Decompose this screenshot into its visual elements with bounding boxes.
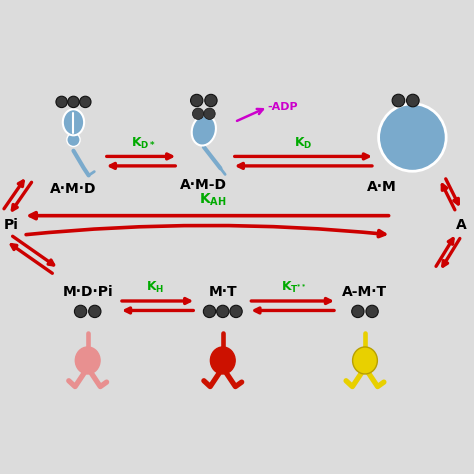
Ellipse shape (353, 347, 377, 374)
Circle shape (230, 305, 242, 318)
Circle shape (366, 305, 378, 318)
Circle shape (392, 94, 405, 107)
Text: $\mathbf{K_{AH}}$: $\mathbf{K_{AH}}$ (200, 191, 227, 208)
Text: A-M·T: A-M·T (342, 284, 388, 299)
Circle shape (204, 108, 215, 119)
Circle shape (217, 305, 229, 318)
Text: A·M: A·M (367, 180, 396, 194)
Circle shape (379, 104, 446, 171)
Circle shape (56, 96, 67, 108)
Circle shape (192, 108, 204, 119)
Circle shape (191, 94, 203, 107)
Ellipse shape (210, 347, 235, 374)
Text: $\mathbf{K_{T^{**}}}$: $\mathbf{K_{T^{**}}}$ (281, 280, 307, 295)
Text: $\mathbf{K_{D*}}$: $\mathbf{K_{D*}}$ (131, 136, 156, 151)
Circle shape (80, 96, 91, 108)
Ellipse shape (67, 133, 80, 146)
Ellipse shape (63, 109, 84, 136)
Text: $\mathbf{K_H}$: $\mathbf{K_H}$ (146, 280, 164, 295)
Text: Pi: Pi (4, 218, 18, 232)
Circle shape (407, 94, 419, 107)
Text: $\mathbf{K_D}$: $\mathbf{K_D}$ (294, 136, 313, 151)
Circle shape (352, 305, 364, 318)
Text: M·D·Pi: M·D·Pi (63, 284, 113, 299)
Text: A·M·D: A·M·D (50, 182, 97, 197)
Ellipse shape (75, 347, 100, 374)
Text: A: A (456, 218, 467, 232)
Text: -ADP: -ADP (268, 101, 299, 112)
Ellipse shape (191, 115, 216, 146)
Text: A·M-D: A·M-D (180, 178, 228, 192)
Circle shape (89, 305, 101, 318)
Circle shape (203, 305, 216, 318)
Circle shape (68, 96, 79, 108)
Text: M·T: M·T (209, 284, 237, 299)
Circle shape (205, 94, 217, 107)
Circle shape (74, 305, 87, 318)
